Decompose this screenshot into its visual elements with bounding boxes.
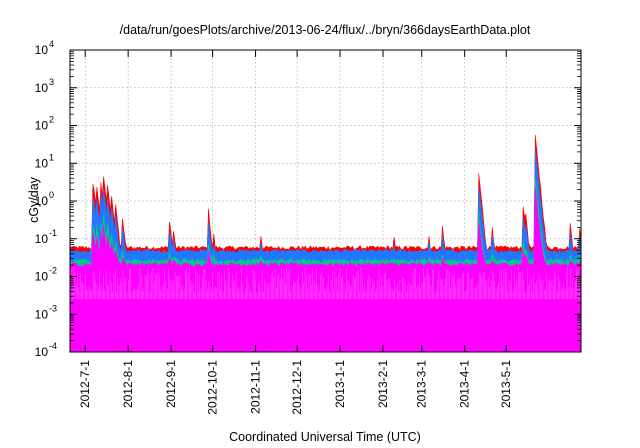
y-tick-label: 10 xyxy=(35,81,49,95)
x-tick-label: 2012-7-1 xyxy=(78,360,92,408)
x-tick-label: 2012-11-1 xyxy=(249,360,263,414)
chart-title: /data/run/goesPlots/archive/2013-06-24/f… xyxy=(120,23,531,37)
y-tick-exponent: -1 xyxy=(49,228,57,238)
x-tick-label: 2013-3-1 xyxy=(415,360,429,408)
y-tick-label: 10 xyxy=(35,232,49,246)
x-axis-label: Coordinated Universal Time (UTC) xyxy=(229,430,421,444)
y-tick-exponent: 1 xyxy=(49,152,54,162)
y-tick-exponent: 2 xyxy=(49,115,54,125)
plot-frame xyxy=(69,49,582,353)
y-tick-label: 10 xyxy=(35,43,49,57)
x-tick-label: 2012-10-1 xyxy=(206,360,220,415)
y-tick-exponent: 3 xyxy=(49,77,54,87)
dropout-band xyxy=(250,299,253,352)
x-tick-label: 2013-1-1 xyxy=(333,360,347,408)
x-tick-label: 2012-9-1 xyxy=(164,360,178,408)
x-tick-label: 2013-5-1 xyxy=(499,360,513,408)
y-tick-exponent: -4 xyxy=(49,341,57,351)
series-area-4 xyxy=(69,187,582,353)
dropout-band xyxy=(223,299,234,352)
dropout-band xyxy=(435,299,450,352)
y-tick-label: 10 xyxy=(35,194,49,208)
y-tick-exponent: -2 xyxy=(49,266,57,276)
data-area xyxy=(69,134,582,353)
dropout-band xyxy=(189,299,194,352)
x-tick-label: 2012-12-1 xyxy=(290,360,304,415)
dropout-band xyxy=(341,299,345,352)
y-axis-label: cGy/day xyxy=(27,176,41,223)
x-tick-label: 2012-8-1 xyxy=(121,360,135,408)
y-tick-label: 10 xyxy=(35,345,49,359)
y-tick-label: 10 xyxy=(35,156,49,170)
y-tick-label: 10 xyxy=(35,270,49,284)
x-tick-label: 2013-4-1 xyxy=(458,360,472,408)
y-tick-exponent: 0 xyxy=(49,190,54,200)
y-tick-exponent: 4 xyxy=(49,39,54,49)
y-tick-label: 10 xyxy=(35,119,49,133)
y-tick-label: 10 xyxy=(35,307,49,321)
dropout-band xyxy=(268,299,271,352)
x-tick-label: 2013-2-1 xyxy=(376,360,390,408)
y-tick-exponent: -3 xyxy=(49,303,57,313)
